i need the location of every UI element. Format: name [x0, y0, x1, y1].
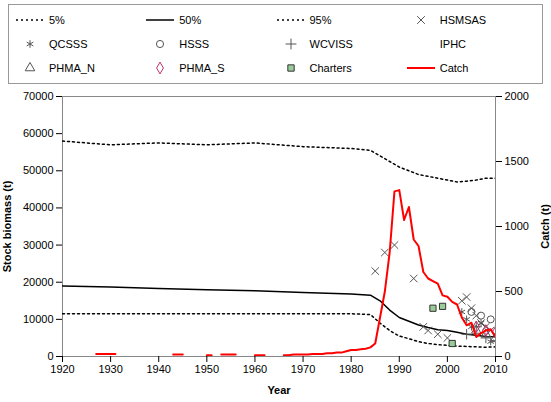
svg-text:2010: 2010 [483, 363, 507, 375]
svg-text:2000: 2000 [505, 90, 529, 102]
svg-text:1940: 1940 [146, 363, 170, 375]
html-text:50%: 50% [179, 14, 202, 26]
svg-text:1930: 1930 [98, 363, 122, 375]
svg-text:1990: 1990 [387, 363, 411, 375]
html-text:PHMA_S: PHMA_S [179, 62, 225, 74]
svg-text:1500: 1500 [505, 155, 529, 167]
html-text:95%: 95% [309, 14, 332, 26]
html-text:Charters: Charters [309, 62, 352, 74]
svg-text:1980: 1980 [339, 363, 363, 375]
html-text:5%: 5% [49, 14, 65, 26]
svg-text:50000: 50000 [23, 164, 54, 176]
svg-text:500: 500 [505, 285, 523, 297]
svg-text:Catch (t): Catch (t) [539, 204, 551, 249]
html-text:HSSS: HSSS [179, 38, 210, 50]
svg-text:Stock biomass (t): Stock biomass (t) [1, 180, 13, 272]
svg-text:2000: 2000 [435, 363, 459, 375]
svg-text:1920: 1920 [50, 363, 74, 375]
svg-text:70000: 70000 [23, 90, 54, 102]
svg-text:1960: 1960 [243, 363, 267, 375]
html-text:QCSSS: QCSSS [49, 38, 88, 50]
html-text:WCVISS: WCVISS [309, 38, 353, 50]
html-text:PHMA_N: PHMA_N [49, 62, 95, 74]
svg-text:0: 0 [47, 350, 53, 362]
svg-text:20000: 20000 [23, 276, 54, 288]
svg-text:1970: 1970 [291, 363, 315, 375]
svg-text:10000: 10000 [23, 313, 54, 325]
svg-text:0: 0 [505, 350, 511, 362]
html-text:HSMSAS: HSMSAS [439, 14, 487, 26]
svg-text:60000: 60000 [23, 127, 54, 139]
svg-text:40000: 40000 [23, 201, 54, 213]
svg-text:Year: Year [267, 384, 291, 396]
svg-text:1000: 1000 [505, 220, 529, 232]
svg-text:1950: 1950 [195, 363, 219, 375]
svg-text:30000: 30000 [23, 239, 54, 251]
html-text:IPHC: IPHC [439, 38, 466, 50]
html-text:Catch: Catch [439, 62, 469, 74]
